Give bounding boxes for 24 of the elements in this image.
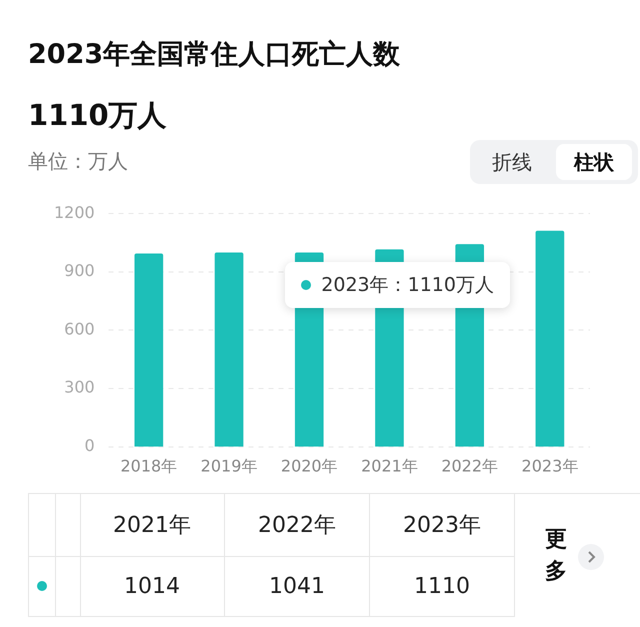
x-tick-label: 2020年 — [280, 456, 338, 476]
text: 单位：万人 — [28, 148, 128, 175]
annotation: 2023年：1110万人 — [321, 273, 494, 298]
text: 更多 — [545, 526, 568, 586]
text: 1041 — [225, 556, 370, 617]
x-tick-label: 2022年 — [441, 456, 498, 476]
y-tick-label: 600 — [64, 319, 95, 338]
x-tick-label: 2019年 — [200, 456, 258, 476]
x-tick-label: 2021年 — [361, 456, 418, 476]
text: 1014 — [80, 556, 225, 617]
chart-subtitle: 1110万人 — [28, 97, 167, 134]
y-tick-label: 900 — [64, 261, 95, 280]
y-tick-label: 300 — [64, 378, 95, 397]
y-tick-label: 0 — [84, 436, 95, 455]
text: 柱状 — [556, 144, 632, 180]
text: 折线 — [491, 149, 533, 176]
x-tick-label: 2018年 — [120, 456, 178, 476]
bar — [214, 252, 244, 447]
bar — [536, 230, 564, 447]
chart-title: 2023年全国常住人口死亡人数 — [28, 38, 400, 72]
text: 1110 — [370, 556, 515, 617]
y-tick-label: 1200 — [54, 202, 95, 222]
bar — [134, 253, 164, 447]
x-tick-label: 2023年 — [522, 456, 578, 476]
